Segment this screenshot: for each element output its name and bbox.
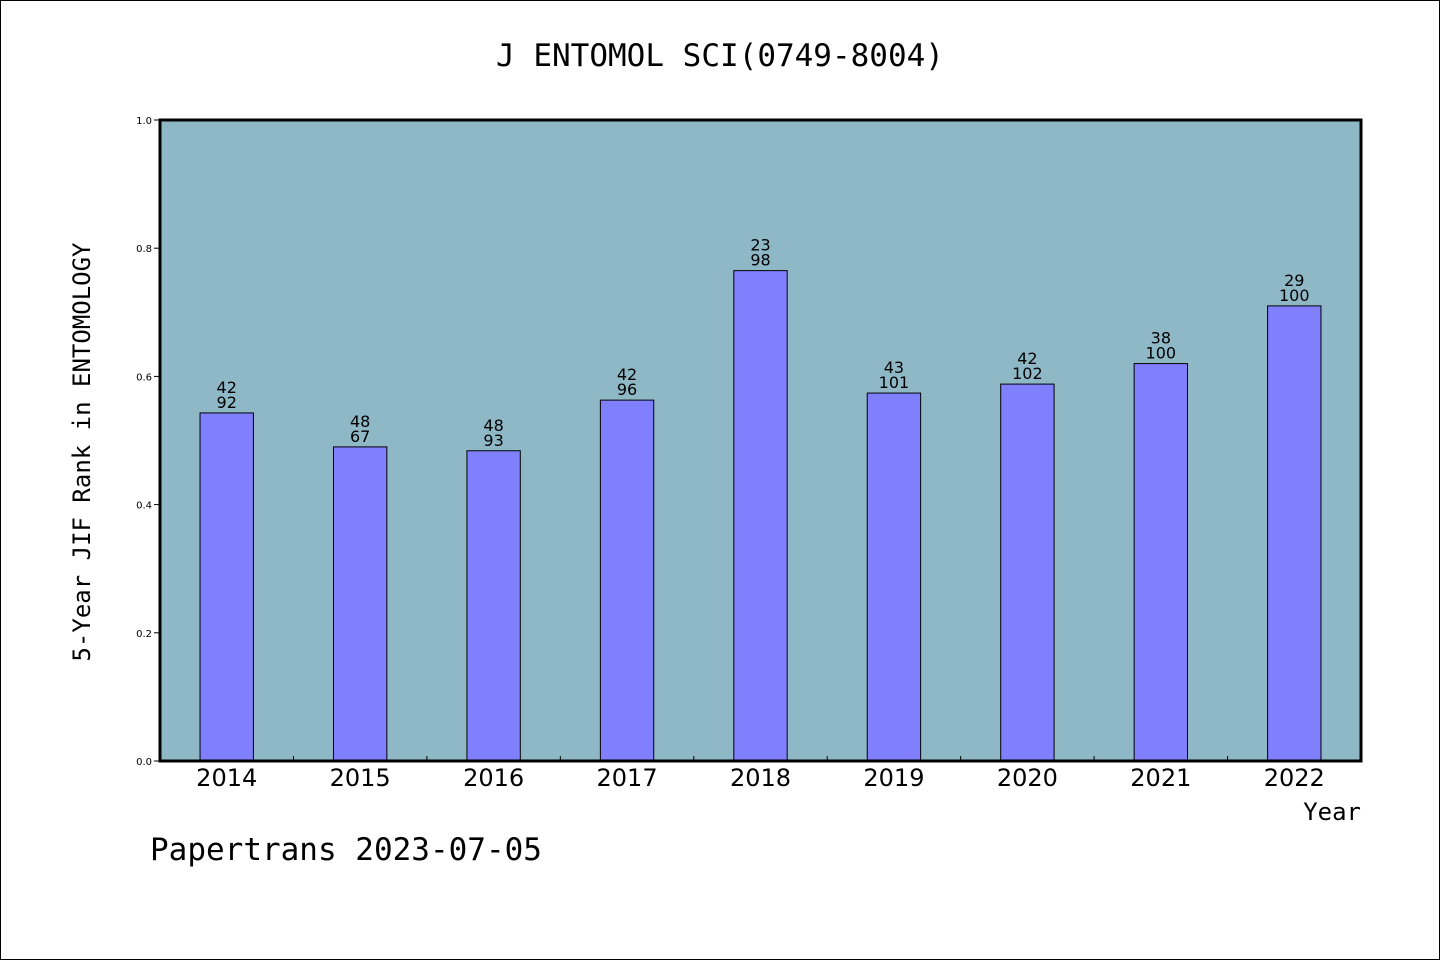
bar xyxy=(332,446,388,762)
y-tick-label: 0.4 xyxy=(136,501,152,512)
y-axis: 0.0 0.2 0.4 0.6 0.8 1.0 xyxy=(136,116,160,768)
bar-total-label: 96 xyxy=(617,380,637,399)
bar-rank-label: 48 xyxy=(483,416,503,435)
y-tick-label: 0.2 xyxy=(136,629,152,640)
bar-total-label: 93 xyxy=(483,431,503,450)
bar xyxy=(599,399,655,762)
bar-rank-label: 23 xyxy=(750,236,770,255)
footer-source-label: Papertrans 2023-07-05 xyxy=(150,832,542,868)
chart-title: J ENTOMOL SCI(0749-8004) xyxy=(496,38,944,74)
bars-group xyxy=(199,270,1322,762)
bar-total-label: 100 xyxy=(1279,286,1310,305)
y-tick-label: 0.8 xyxy=(136,244,152,255)
y-tick-label: 0.6 xyxy=(136,372,152,383)
bar xyxy=(733,270,788,762)
x-tick-label: 2021 xyxy=(1130,764,1191,792)
bar xyxy=(199,412,254,762)
bar-total-label: 98 xyxy=(750,251,770,270)
x-tick-label: 2016 xyxy=(463,764,524,792)
bar xyxy=(1133,363,1189,762)
bar-rank-label: 43 xyxy=(884,358,904,377)
x-tick-label: 2017 xyxy=(597,764,658,792)
y-tick-label: 0.0 xyxy=(136,757,152,768)
bar-total-label: 100 xyxy=(1146,344,1177,363)
bar xyxy=(1267,305,1322,762)
plot-border xyxy=(158,118,1363,763)
x-tick-label: 2015 xyxy=(330,764,391,792)
bar-total-label: 92 xyxy=(217,393,237,412)
bar xyxy=(866,392,922,762)
bar-rank-label: 42 xyxy=(617,365,637,384)
x-tick-label: 2018 xyxy=(730,764,791,792)
x-tick-label: 2019 xyxy=(863,764,924,792)
bar-rank-label: 42 xyxy=(217,378,237,397)
bar xyxy=(1000,383,1055,762)
y-tick-label: 1.0 xyxy=(136,116,152,127)
bar-total-label: 67 xyxy=(350,427,370,446)
bar xyxy=(466,450,521,762)
x-tick-label: 2014 xyxy=(196,764,257,792)
x-axis: 2014 2015 2016 2017 2018 2019 2020 2021 2022 xyxy=(196,756,1325,792)
x-tick-label: 2022 xyxy=(1264,764,1325,792)
bar-rank-label: 38 xyxy=(1151,329,1171,348)
x-tick-label: 2020 xyxy=(997,764,1058,792)
bar-rank-label: 48 xyxy=(350,412,370,431)
bar-total-label: 101 xyxy=(879,373,910,392)
bar-rank-label: 29 xyxy=(1284,271,1304,290)
bar-total-label: 102 xyxy=(1012,364,1043,383)
y-axis-label: 5-Year JIF Rank in ENTOMOLOGY xyxy=(68,242,96,662)
x-axis-label: Year xyxy=(1303,798,1361,826)
bar-rank-label: 42 xyxy=(1017,349,1037,368)
